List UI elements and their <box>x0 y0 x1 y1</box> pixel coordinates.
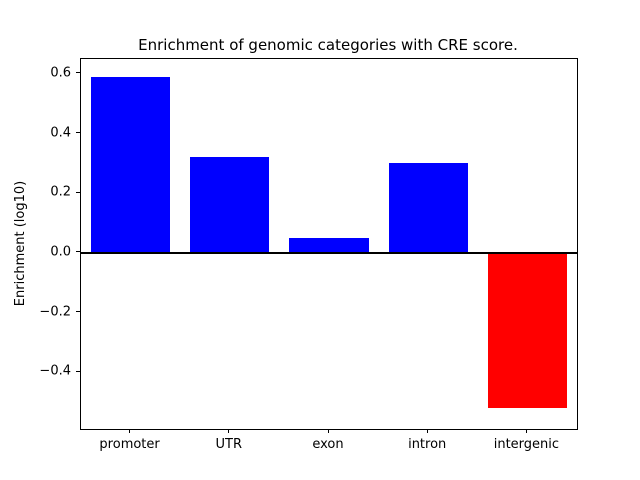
chart-title: Enrichment of genomic categories with CR… <box>138 36 518 54</box>
y-tick-mark <box>76 370 80 372</box>
y-tick-label: 0.4 <box>50 125 71 141</box>
plot-area <box>80 58 578 430</box>
y-axis-label-wrap: Enrichment (log10) <box>0 58 42 428</box>
x-tick-mark <box>426 429 428 433</box>
y-tick-label: 0.2 <box>50 184 71 200</box>
bar-intergenic <box>487 252 568 409</box>
y-tick-label: −0.2 <box>39 304 71 320</box>
y-tick-mark <box>76 191 80 193</box>
y-tick-mark <box>76 251 80 253</box>
x-tick-mark <box>228 429 230 433</box>
x-tick-label-UTR: UTR <box>215 437 243 452</box>
bar-promoter <box>90 76 171 253</box>
y-tick-label: 0.6 <box>50 65 71 81</box>
x-tick-mark <box>129 429 131 433</box>
x-tick-label-intron: intron <box>408 437 447 452</box>
y-tick-mark <box>76 132 80 134</box>
bar-intron <box>388 163 468 253</box>
zero-line <box>81 251 577 254</box>
x-tick-label-exon: exon <box>312 437 344 452</box>
y-axis-label: Enrichment (log10) <box>13 180 29 306</box>
bar-UTR <box>190 157 270 253</box>
x-tick-mark <box>327 429 329 433</box>
y-tick-label: −0.4 <box>39 363 71 379</box>
x-tick-label-intergenic: intergenic <box>493 437 560 452</box>
y-tick-label: 0.0 <box>50 244 71 260</box>
x-tick-label-promoter: promoter <box>99 437 160 452</box>
y-tick-mark <box>76 311 80 313</box>
bar-exon <box>289 238 369 253</box>
y-tick-mark <box>76 72 80 74</box>
x-tick-mark <box>525 429 527 433</box>
